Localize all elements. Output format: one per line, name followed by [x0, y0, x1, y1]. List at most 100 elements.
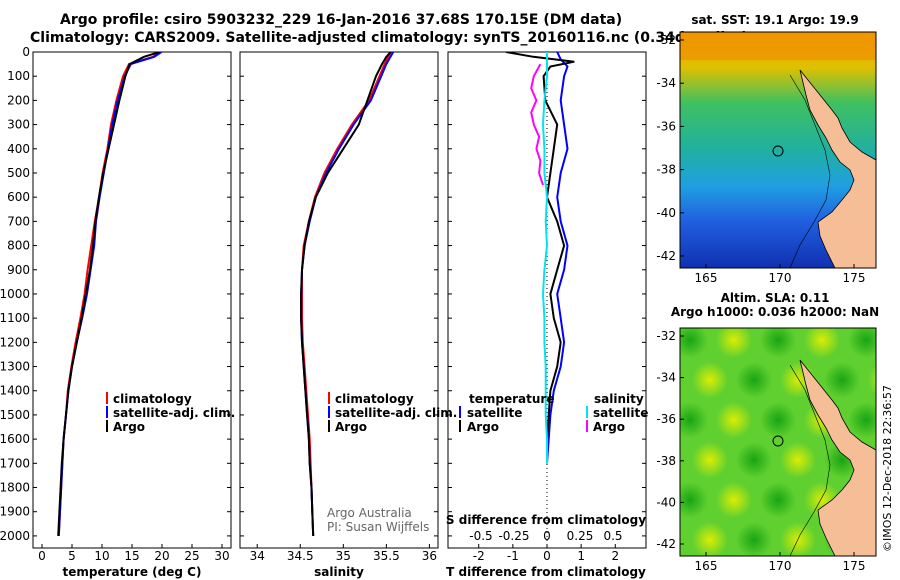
x-tick-label: 2: [611, 549, 619, 563]
x-tick-label: 35.5: [373, 549, 400, 563]
lat-tick-label: -36: [656, 412, 676, 426]
series-line-climatology: [301, 52, 392, 536]
s-diff-tick-label: 0.5: [603, 529, 622, 543]
s-difference-xlabel: S difference from climatology: [446, 513, 646, 527]
depth-tick-label: 1700: [0, 456, 30, 470]
diff-legend-temperature-header: temperature: [469, 392, 554, 406]
lat-tick-label: -34: [656, 76, 676, 90]
sla-blob: [716, 328, 752, 358]
lat-tick-label: -42: [656, 537, 676, 551]
depth-tick-label: 2000: [0, 529, 30, 543]
lat-tick-label: -32: [656, 329, 676, 343]
depth-tick-label: 1600: [0, 432, 30, 446]
sla-blob: [868, 365, 876, 395]
sst-map: sat. SST: 19.1 Argo: 19.9 -32 -34 -36 -38 -4…: [656, 13, 877, 285]
salinity-xlabel: salinity: [314, 565, 364, 579]
legend-climatology-label: climatology: [335, 392, 414, 406]
lon-tick-label: 170: [769, 271, 792, 285]
depth-tick-label: 1900: [0, 505, 30, 519]
depth-tick-label: 1500: [0, 408, 30, 422]
x-tick-label: 20: [154, 549, 169, 563]
t-difference-x-axis: -2 -1 0 1 2: [473, 544, 619, 563]
lon-tick-label: 165: [695, 559, 718, 573]
depth-tick-label: 900: [7, 263, 30, 277]
sla-blob: [804, 328, 840, 358]
argo-float-marker: [772, 435, 784, 447]
series-line-argo: [300, 52, 392, 536]
temperature-x-axis: 0 5 10 15 20 25 30: [38, 544, 230, 563]
legend-climatology-label: climatology: [113, 392, 192, 406]
salinity-series: [300, 52, 395, 536]
lon-tick-label: 175: [843, 559, 866, 573]
x-tick-label: 15: [124, 549, 139, 563]
x-tick-label: 30: [214, 549, 229, 563]
x-tick-label: -2: [473, 549, 485, 563]
figure-title-line2: Climatology: CARS2009. Satellite-adjuste…: [30, 30, 748, 46]
series-line-temperature-satellite: [546, 52, 569, 464]
legend-satellite-label: satellite-adj. clim.: [335, 406, 457, 420]
lon-tick-label: 165: [695, 271, 718, 285]
series-line-satellite-adj-clim-: [300, 52, 395, 536]
depth-tick-label: 800: [7, 239, 30, 253]
credit-line2: PI: Susan Wijffels: [327, 520, 429, 534]
diff-legend-salinity-header: salinity: [594, 392, 644, 406]
sla-blob: [848, 328, 876, 358]
sla-blob: [824, 362, 860, 398]
lat-tick-label: -42: [656, 249, 676, 263]
depth-tick-label: 1800: [0, 481, 30, 495]
sla-blob: [780, 522, 816, 556]
salinity-x-axis: 34 34.5 35 35.5 36: [250, 544, 437, 563]
sla-blob: [716, 482, 752, 518]
depth-tick-label: 300: [7, 118, 30, 132]
lat-tick-label: -34: [656, 371, 676, 385]
imos-watermark: ©IMOS 12-Dec-2018 22:36:57: [881, 385, 894, 552]
sla-blob: [680, 482, 708, 518]
sla-blob: [692, 442, 728, 478]
lat-tick-label: -40: [656, 495, 676, 509]
sla-blob: [692, 362, 728, 398]
x-tick-label: 1: [577, 549, 585, 563]
lon-tick-label: 175: [843, 271, 866, 285]
sla-blob: [780, 442, 816, 478]
sla-map: Altim. SLA: 0.11 Argo h1000: 0.036 h2000…: [656, 291, 879, 573]
lat-tick-label: -40: [656, 206, 676, 220]
sla-map-title-line1: Altim. SLA: 0.11: [721, 291, 830, 305]
new-zealand-land: [799, 69, 876, 268]
t-difference-xlabel: T difference from climatology: [446, 565, 646, 579]
difference-series: [505, 52, 575, 548]
diff-legend-temp-satellite-label: satellite: [467, 406, 522, 420]
temperature-series: [57, 52, 162, 536]
sst-map-frame: [679, 31, 877, 269]
sst-map-axes: -32 -34 -36 -38 -40 -42 165 170 175: [656, 33, 865, 285]
sla-map-title-line2: Argo h1000: 0.036 h2000: NaN: [671, 305, 879, 319]
sst-map-title: sat. SST: 19.1 Argo: 19.9: [691, 13, 858, 27]
difference-legend: temperature satellite Argo salinity sate…: [459, 392, 648, 434]
depth-tick-label: 600: [7, 190, 30, 204]
sla-blob: [760, 482, 796, 518]
sla-blob: [736, 442, 772, 478]
sla-map-frame: [679, 327, 877, 557]
sla-blob: [760, 402, 796, 438]
x-tick-label: 0: [38, 549, 46, 563]
depth-tick-label: 500: [7, 166, 30, 180]
argo-float-marker: [772, 145, 784, 157]
sla-blob: [680, 402, 708, 438]
x-tick-label: 25: [184, 549, 199, 563]
sla-blob: [692, 522, 728, 556]
legend-satellite-label: satellite-adj. clim.: [113, 406, 235, 420]
x-tick-label: 35: [336, 549, 351, 563]
series-line-argo: [57, 52, 160, 536]
depth-tick-label: 200: [7, 93, 30, 107]
x-tick-label: 34.5: [287, 549, 314, 563]
sla-blob: [760, 328, 796, 358]
series-line-salinity-satellite: [541, 52, 549, 464]
x-tick-label: 36: [422, 549, 437, 563]
sst-depth-contour: [789, 74, 831, 268]
x-tick-label: 0: [543, 549, 551, 563]
lat-tick-label: -36: [656, 119, 676, 133]
diff-legend-temp-argo-label: Argo: [467, 420, 499, 434]
series-line-salinity-argo: [530, 63, 544, 186]
series-line-climatology: [57, 52, 161, 536]
sla-depth-contour: [789, 364, 831, 556]
